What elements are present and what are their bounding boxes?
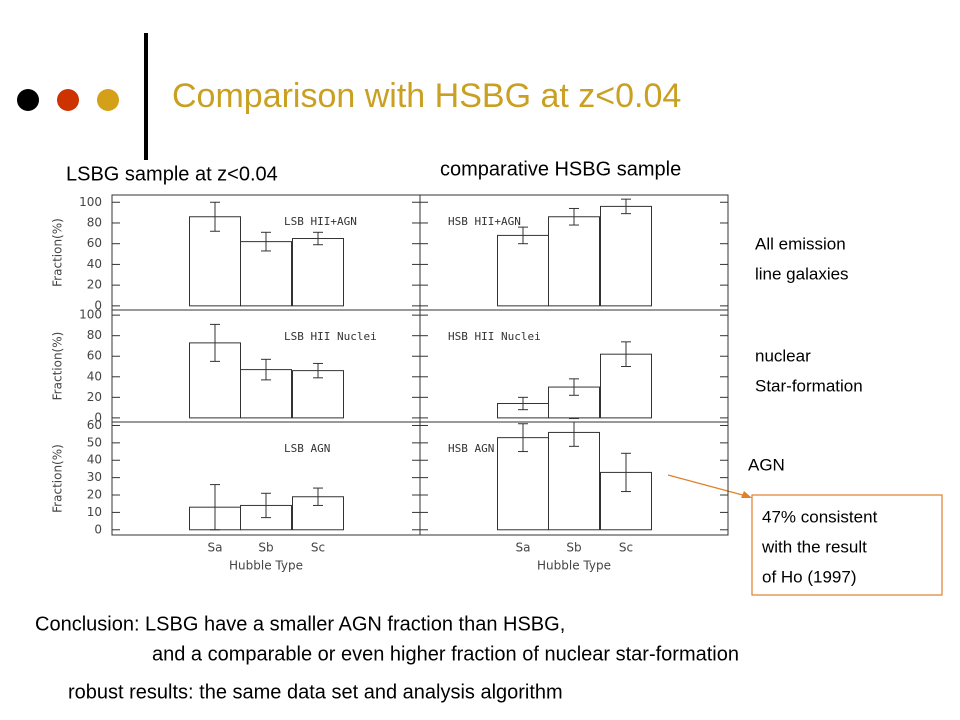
x-tick-label: Sc: [619, 541, 633, 555]
y-axis-label: Fraction(%): [51, 444, 65, 513]
row-label: All emission: [755, 234, 846, 253]
y-tick-label: 80: [87, 328, 102, 342]
conclusion: robust results: the same data set and an…: [68, 681, 563, 703]
y-tick-label: 50: [87, 435, 102, 449]
panel-label: LSB HII Nuclei: [284, 330, 377, 343]
note: of Ho (1997): [762, 567, 857, 586]
row-label: Star-formation: [755, 376, 863, 395]
arrow-head: [741, 491, 752, 498]
x-axis-label: Hubble Type: [229, 559, 303, 573]
y-tick-label: 0: [94, 522, 102, 536]
y-tick-label: 60: [87, 418, 102, 432]
y-tick-label: 40: [87, 257, 102, 271]
x-tick-label: Sb: [258, 541, 273, 555]
x-tick-label: Sa: [516, 541, 531, 555]
conclusion: Conclusion: LSBG have a smaller AGN frac…: [35, 613, 565, 635]
conclusion: and a comparable or even higher fraction…: [152, 643, 739, 665]
x-tick-label: Sb: [566, 541, 581, 555]
y-tick-label: 20: [87, 488, 102, 502]
y-tick-label: 0: [94, 410, 102, 424]
y-tick-label: 100: [79, 195, 102, 209]
y-tick-label: 20: [87, 278, 102, 292]
y-tick-label: 40: [87, 453, 102, 467]
dot: [97, 89, 119, 111]
panel-frame: [419, 309, 729, 423]
bar: [497, 234, 549, 307]
dot: [57, 89, 79, 111]
bar: [600, 205, 652, 307]
panel-label: HSB HII Nuclei: [448, 330, 541, 343]
row-label: line galaxies: [755, 264, 849, 283]
y-tick-label: 40: [87, 369, 102, 383]
panel-label: HSB AGN: [448, 442, 494, 455]
y-tick-label: 60: [87, 236, 102, 250]
bar: [548, 216, 600, 307]
row-label: AGN: [748, 455, 785, 474]
y-tick-label: 80: [87, 215, 102, 229]
panel-label: LSB AGN: [284, 442, 330, 455]
dot: [17, 89, 39, 111]
y-tick-label: 100: [79, 308, 102, 322]
panel-label: HSB HII+AGN: [448, 215, 521, 228]
y-tick-label: 0: [94, 298, 102, 312]
arrow: [667, 474, 751, 498]
heading: LSBG sample at z<0.04: [66, 163, 278, 185]
x-tick-label: Sc: [311, 541, 325, 555]
y-tick-label: 20: [87, 390, 102, 404]
y-axis-label: Fraction(%): [51, 332, 65, 401]
y-tick-label: 10: [87, 505, 102, 519]
slide-title: Comparison with HSBG at z<0.04: [172, 77, 681, 115]
x-axis-label: Hubble Type: [537, 559, 611, 573]
panel-label: LSB HII+AGN: [284, 215, 357, 228]
panel-frame: [111, 194, 421, 311]
y-axis-label: Fraction(%): [51, 218, 65, 287]
bar: [548, 431, 600, 531]
note: with the result: [761, 537, 867, 556]
y-tick-label: 30: [87, 470, 102, 484]
note-box: [751, 494, 943, 596]
row-label: nuclear: [755, 346, 811, 365]
x-tick-label: Sa: [208, 541, 223, 555]
note: 47% consistent: [762, 507, 878, 526]
y-tick-label: 60: [87, 349, 102, 363]
heading: comparative HSBG sample: [440, 158, 681, 180]
bar: [292, 238, 344, 307]
